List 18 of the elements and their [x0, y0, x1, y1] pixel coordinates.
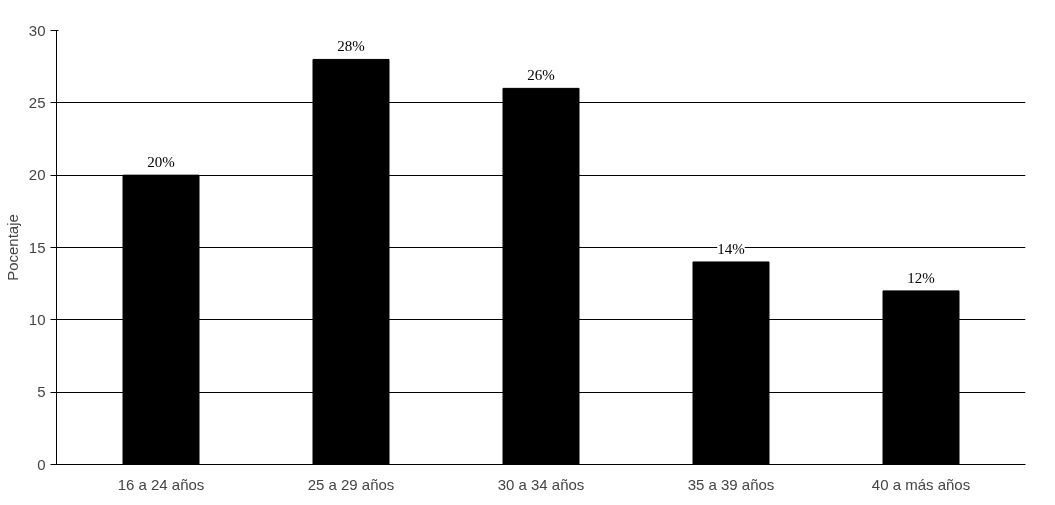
data-label: 20%	[147, 154, 175, 171]
data-label: 28%	[337, 38, 365, 55]
y-tick-label: 30	[28, 21, 46, 39]
y-tick-label: 10	[28, 310, 46, 328]
y-tick-label: 0	[37, 455, 46, 473]
x-tick-label: 25 a 29 años	[307, 475, 395, 493]
data-label: 14%	[717, 240, 745, 257]
y-tick-label: 25	[28, 93, 46, 111]
y-tick-label: 20	[28, 166, 46, 184]
x-tick-label: 30 a 34 años	[497, 475, 585, 493]
y-tick-label: 15	[28, 238, 46, 256]
data-label: 26%	[527, 67, 555, 84]
x-tick-label: 35 a 39 años	[687, 475, 775, 493]
x-tick-label: 16 a 24 años	[117, 475, 205, 493]
data-label: 12%	[907, 269, 935, 286]
x-tick-label: 40 a más años	[871, 475, 971, 493]
y-tick-label: 5	[37, 383, 46, 401]
y-axis-title: Pocentaje	[3, 214, 21, 281]
